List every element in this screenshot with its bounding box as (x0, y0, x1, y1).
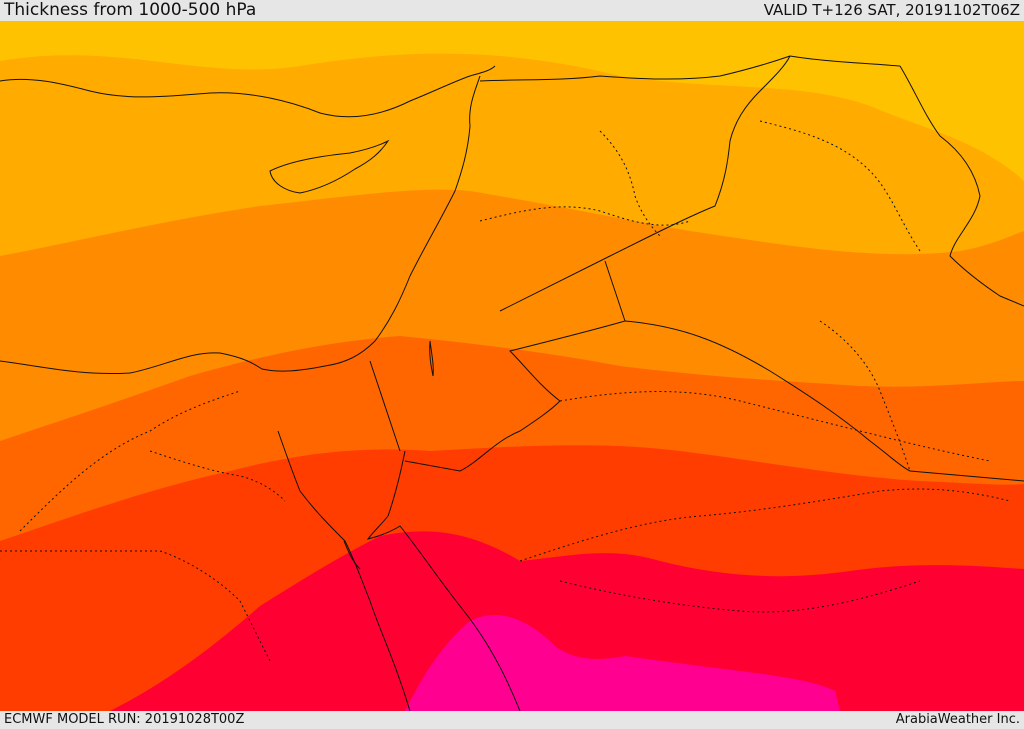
model-run: ECMWF MODEL RUN: 20191028T00Z (4, 712, 245, 727)
coastline-red-sea-west (277, 430, 411, 711)
border-syria-iraq (499, 55, 791, 312)
coastline-anatolia (0, 65, 496, 118)
footer-bar: ECMWF MODEL RUN: 20191028T00Z ArabiaWeat… (0, 711, 1024, 729)
border-jordan (404, 260, 626, 472)
boundary-dotted-3 (479, 206, 691, 226)
header-bar: Thickness from 1000-500 hPa VALID T+126 … (0, 0, 1024, 21)
coastlines-and-borders (0, 55, 1024, 711)
map-title: Thickness from 1000-500 hPa (4, 0, 257, 20)
brand-label: ArabiaWeather Inc. (895, 712, 1020, 727)
thickness-bands (0, 21, 1024, 711)
border-iran-iraq (899, 65, 1024, 307)
boundary-dotted-1 (19, 390, 241, 532)
boundary-dotted-9 (819, 320, 911, 472)
band-magenta (405, 615, 840, 711)
boundary-dotted-10 (149, 450, 286, 502)
border-egypt-sinai (369, 360, 401, 452)
coastline-red-sea-east (366, 450, 521, 711)
coastline-mediterranean (0, 75, 481, 374)
border-dead-sea (429, 340, 434, 377)
thickness-map[interactable] (0, 21, 1024, 711)
border-iraq-saudi (624, 320, 1024, 482)
band-red (110, 531, 1024, 711)
border-turkey-syria (479, 55, 901, 82)
coastline-cyprus (269, 139, 390, 194)
internal-boundaries (0, 120, 1011, 662)
boundary-dotted-4 (559, 391, 991, 462)
valid-time: VALID T+126 SAT, 20191102T06Z (763, 1, 1020, 19)
shoreline-gulf-of-aqaba (343, 540, 361, 570)
